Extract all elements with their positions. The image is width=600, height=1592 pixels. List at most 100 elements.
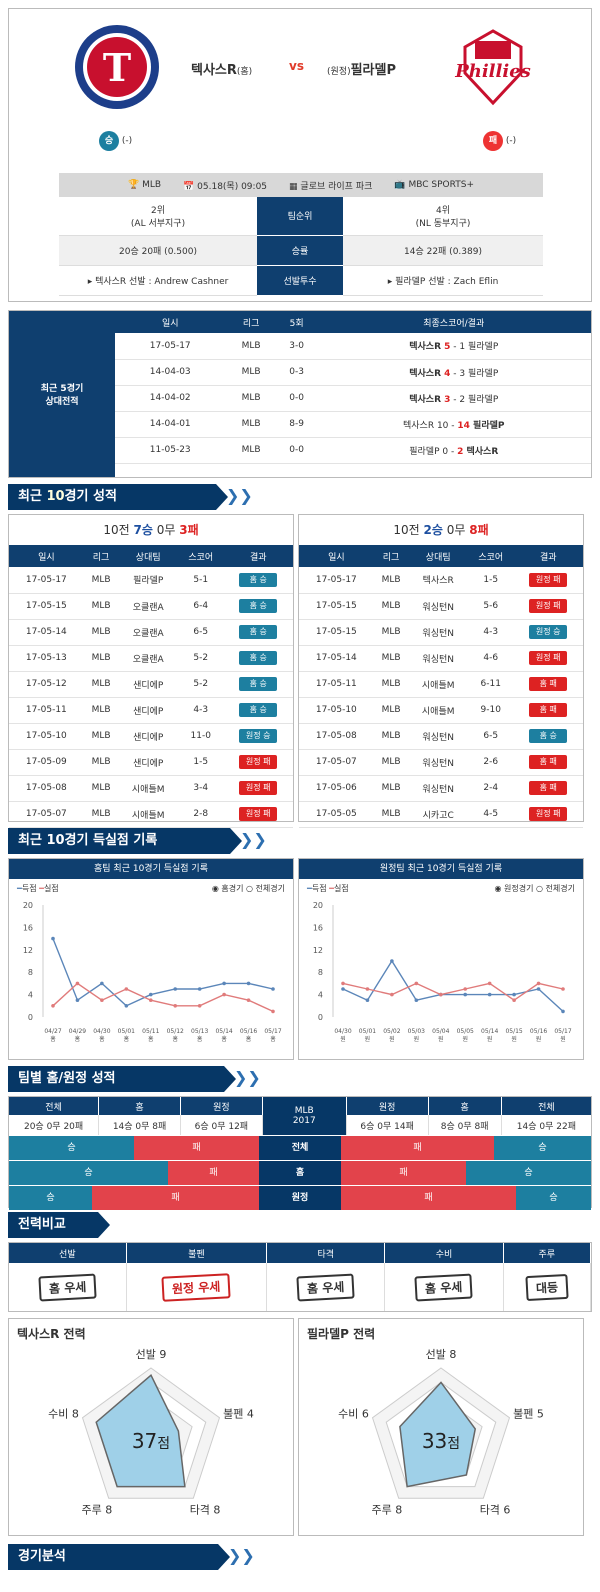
radio-selected-icon[interactable]: ◉ xyxy=(494,884,502,893)
right-win-bar: 승 xyxy=(516,1186,591,1210)
x-tick-label: 05/14 xyxy=(215,1028,232,1035)
date-info: 📅 05.18(목) 09:05 xyxy=(183,179,267,192)
date-text: 05.18(목) 09:05 xyxy=(197,181,268,192)
radar-axis-label: 불펜 5 xyxy=(513,1407,544,1420)
h2h-team2: 텍사스R xyxy=(463,446,499,457)
radar-score: 37점 xyxy=(132,1429,170,1453)
away-option-2[interactable]: 전체경기 xyxy=(545,884,575,893)
radio-icon[interactable]: ○ xyxy=(536,884,543,893)
result-badge: 홈 승 xyxy=(239,677,278,691)
h2h-final: 텍사스R 5 - 1 필라델P xyxy=(316,333,591,360)
recent-header-cell: 결과 xyxy=(513,545,583,567)
recent-date: 17-05-13 xyxy=(9,645,84,672)
h2h-5inning: 0-0 xyxy=(276,437,317,464)
x-tick-label: 05/13 xyxy=(191,1028,208,1035)
x-tick-label: 05/11 xyxy=(142,1028,159,1035)
x-tick-sub-label: 원 xyxy=(340,1035,346,1043)
h2h-dash: - xyxy=(450,394,460,405)
result-badge: 홈 패 xyxy=(529,755,568,769)
radio-icon[interactable]: ○ xyxy=(246,884,253,893)
recent-date: 17-05-11 xyxy=(299,671,374,698)
info-row: ▸ 텍사스R 선발 : Andrew Cashner 선발투수 ▸ 필라델P 선발 … xyxy=(59,265,543,296)
recent-row: 17-05-15 MLB 오클랜A 6-4 홈 승 xyxy=(9,593,293,620)
recent-header-row: 일시 리그 상대팀 스코어 결과 xyxy=(299,545,583,567)
home-tag: (홈) xyxy=(236,67,253,77)
recent-title-bar: 최근 10경기 성적 xyxy=(8,484,228,510)
away-summary-l: 8패 xyxy=(469,523,489,537)
recent-title-pre: 최근 xyxy=(18,489,47,504)
legend-score-text: 득점 xyxy=(311,884,327,893)
data-point xyxy=(100,998,104,1002)
info-label: 승률 xyxy=(257,235,343,266)
result-badge: 원정 승 xyxy=(529,625,568,639)
recent-title-num: 10 xyxy=(46,489,65,504)
svg-text:Phillies: Phillies xyxy=(454,61,531,82)
scoring-title-post: 경기 득실점 기록 xyxy=(64,833,158,848)
power-header-cell: 타격 xyxy=(266,1243,386,1263)
recent-score: 6-5 xyxy=(178,619,224,646)
recent-header-cell: 리그 xyxy=(373,545,409,567)
home-option-2[interactable]: 전체경기 xyxy=(255,884,285,893)
recent-date: 17-05-15 xyxy=(9,593,84,620)
recent-score: 5-2 xyxy=(178,671,224,698)
y-tick-label: 0 xyxy=(28,1013,33,1022)
data-point xyxy=(246,981,251,986)
left-win-bar: 승 xyxy=(9,1186,92,1210)
recent-score: 1-5 xyxy=(178,749,224,776)
h2h-score1: 5 xyxy=(444,342,451,353)
recent-row: 17-05-10 MLB 시애틀M 9-10 홈 패 xyxy=(299,697,583,724)
info-rows: 2위 (AL 서부지구) 팀순위 4위 (NL 동부지구) 20승 20패 (0.50… xyxy=(59,197,543,296)
radio-selected-icon[interactable]: ◉ xyxy=(211,884,219,893)
match-info-table: 🏆 MLB 📅 05.18(목) 09:05 ▦ 글로브 라이프 파크 📺 MB… xyxy=(59,173,543,296)
recent-date: 17-05-17 xyxy=(9,567,84,594)
x-tick-label: 05/14 xyxy=(481,1028,498,1035)
recent-date: 17-05-09 xyxy=(9,749,84,776)
home-scoring-legend: ━득점 ━실점 ◉ 홈경기 ○ 전체경기 xyxy=(9,879,293,897)
data-point xyxy=(173,987,178,991)
radar-axis-label: 수비 8 xyxy=(48,1407,79,1420)
recent-result: 원정 패 xyxy=(513,801,583,828)
recent-header-row: 일시 리그 상대팀 스코어 결과 xyxy=(9,545,293,567)
h2h-team1: 텍사스R xyxy=(409,394,445,405)
radar-axis-label: 수비 6 xyxy=(338,1407,369,1420)
away-options: ◉ 원정경기 ○ 전체경기 xyxy=(494,883,575,893)
away-scoring-panel: 원정팀 최근 10경기 득실점 기록 ━득점 ━실점 ◉ 원정경기 ○ 전체경기… xyxy=(298,858,584,1060)
away-option-1[interactable]: 원정경기 xyxy=(504,884,534,893)
recent-league: MLB xyxy=(83,619,119,646)
x-tick-label: 04/30 xyxy=(334,1028,351,1035)
home-option-1[interactable]: 홈경기 xyxy=(221,884,244,893)
data-point xyxy=(341,981,345,986)
data-point xyxy=(197,1004,202,1008)
recent-result: 홈 승 xyxy=(513,723,583,750)
recent-result: 홈 패 xyxy=(513,749,583,776)
recent-date: 17-05-17 xyxy=(299,567,374,594)
data-point xyxy=(536,981,541,986)
x-tick-sub-label: 원 xyxy=(365,1035,371,1043)
series-line xyxy=(52,938,274,1007)
power-stamp: 홈 우세 xyxy=(296,1273,356,1301)
result-badge: 원정 패 xyxy=(529,599,568,613)
data-point xyxy=(75,981,80,986)
score-legend-icon: ━ xyxy=(17,884,22,893)
x-tick-label: 05/12 xyxy=(167,1028,184,1035)
data-point xyxy=(222,981,226,986)
data-point xyxy=(487,981,492,986)
h2h-table: 일시 리그 5회 최종스코어/결과 17-05-17 MLB 3-0 텍사스R 5 - 1 필… xyxy=(115,311,591,464)
homeaway-value: 20승 0무 20패 xyxy=(9,1115,100,1135)
data-point xyxy=(341,987,345,991)
home-options: ◉ 홈경기 ○ 전체경기 xyxy=(212,883,285,893)
h2h-header-cell: 5회 xyxy=(276,311,317,333)
data-point xyxy=(197,987,202,991)
x-tick-label: 05/16 xyxy=(240,1028,257,1035)
recent-opponent: 워싱턴N xyxy=(408,749,469,776)
right-loss-bar: 패 xyxy=(341,1136,494,1160)
home-recent-summary: 10전 7승 0무 3패 xyxy=(9,515,293,545)
recent-result: 홈 승 xyxy=(223,619,293,646)
x-tick-sub-label: 홈 xyxy=(75,1035,81,1043)
h2h-score1: 10 xyxy=(436,420,449,431)
recent-league: MLB xyxy=(83,723,119,750)
x-tick-sub-label: 홈 xyxy=(99,1035,105,1043)
recent-opponent: 샌디에P xyxy=(118,697,179,724)
h2h-section: 최근 5경기 상대전적 일시 리그 5회 최종스코어/결과 17-05-17 MLB 3-0… xyxy=(8,310,592,478)
